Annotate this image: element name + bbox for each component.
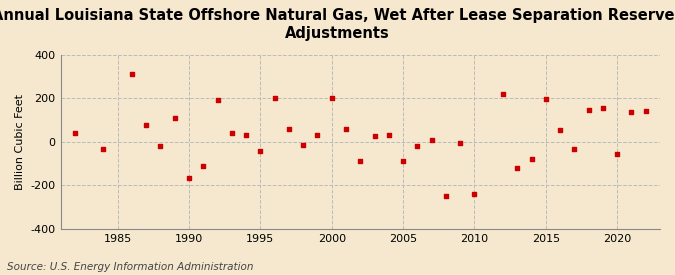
Point bbox=[412, 144, 423, 148]
Point bbox=[626, 110, 637, 115]
Point bbox=[398, 159, 408, 163]
Point bbox=[526, 157, 537, 161]
Point bbox=[426, 137, 437, 142]
Point bbox=[255, 149, 266, 154]
Point bbox=[70, 131, 80, 135]
Point bbox=[541, 97, 551, 101]
Point bbox=[555, 128, 566, 132]
Point bbox=[198, 163, 209, 168]
Point bbox=[241, 133, 252, 138]
Point bbox=[512, 166, 522, 170]
Point bbox=[298, 143, 308, 147]
Point bbox=[312, 133, 323, 138]
Point bbox=[269, 96, 280, 100]
Point bbox=[569, 147, 580, 152]
Point bbox=[284, 126, 294, 131]
Text: Annual Louisiana State Offshore Natural Gas, Wet After Lease Separation Reserves: Annual Louisiana State Offshore Natural … bbox=[0, 8, 675, 41]
Point bbox=[583, 108, 594, 112]
Text: Source: U.S. Energy Information Administration: Source: U.S. Energy Information Administ… bbox=[7, 262, 253, 272]
Point bbox=[341, 126, 352, 131]
Point bbox=[355, 159, 366, 163]
Point bbox=[141, 123, 152, 128]
Point bbox=[326, 96, 337, 100]
Point bbox=[369, 134, 380, 138]
Point bbox=[441, 194, 452, 198]
Point bbox=[126, 72, 137, 76]
Point bbox=[597, 106, 608, 110]
Point bbox=[455, 141, 466, 145]
Y-axis label: Billion Cubic Feet: Billion Cubic Feet bbox=[15, 94, 25, 190]
Point bbox=[169, 116, 180, 120]
Point bbox=[155, 144, 166, 148]
Point bbox=[184, 175, 194, 180]
Point bbox=[212, 98, 223, 103]
Point bbox=[383, 133, 394, 138]
Point bbox=[612, 152, 622, 156]
Point bbox=[641, 109, 651, 114]
Point bbox=[98, 147, 109, 152]
Point bbox=[497, 92, 508, 96]
Point bbox=[226, 131, 237, 135]
Point bbox=[469, 192, 480, 196]
